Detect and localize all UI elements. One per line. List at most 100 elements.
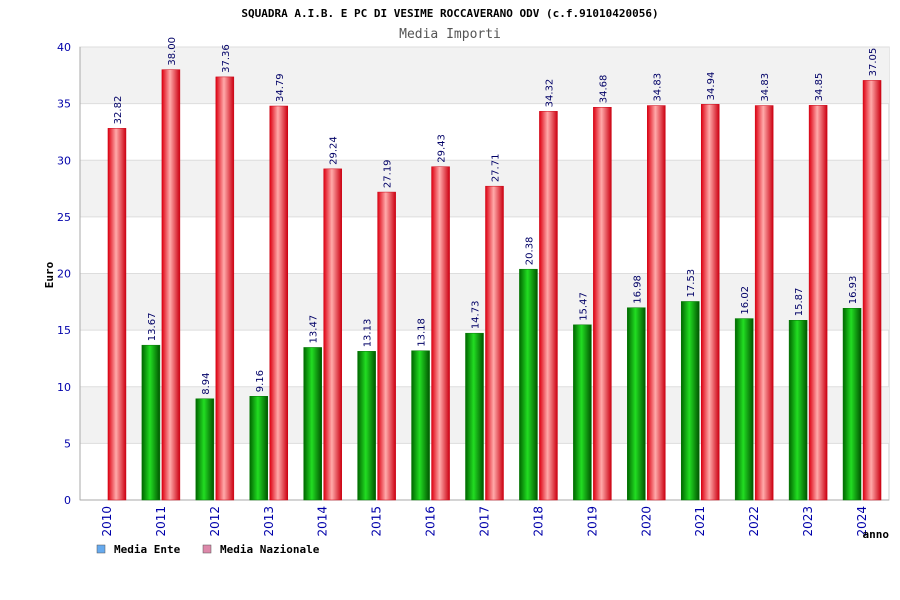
y-tick-label: 40 — [57, 41, 71, 54]
x-tick-label: 2021 — [693, 506, 707, 537]
y-tick-label: 0 — [64, 494, 71, 507]
bar-media-nazionale-2014 — [323, 168, 342, 501]
value-label: 27.71 — [491, 154, 502, 183]
bars — [107, 69, 882, 501]
bar-media-nazionale-2018 — [539, 111, 558, 501]
value-label: 8.94 — [201, 372, 212, 394]
value-label: 13.13 — [363, 319, 374, 348]
y-tick-label: 20 — [57, 268, 71, 281]
y-tick-label: 5 — [64, 437, 71, 450]
value-label: 15.87 — [794, 288, 805, 317]
value-label: 34.83 — [760, 73, 771, 102]
x-tick-label: 2019 — [585, 506, 599, 537]
x-tick-label: 2012 — [208, 506, 222, 537]
value-label: 15.47 — [578, 292, 589, 321]
value-label: 17.53 — [686, 269, 697, 298]
legend-swatch-media-nazionale — [202, 544, 212, 554]
bar-media-nazionale-2024 — [862, 80, 882, 501]
bar-media-ente-2011 — [141, 344, 161, 501]
bar-media-ente-2013 — [249, 396, 269, 501]
value-label: 34.94 — [706, 72, 717, 101]
x-tick-label: 2011 — [154, 506, 168, 537]
y-tick-label: 30 — [57, 154, 71, 167]
y-tick-label: 35 — [57, 98, 71, 111]
bar-media-ente-2024 — [842, 308, 862, 501]
bar-media-nazionale-2019 — [593, 106, 612, 501]
x-axis-label: anno — [863, 528, 890, 541]
legend-label-media-ente: Media Ente — [114, 543, 181, 556]
grid-band — [80, 386, 889, 444]
value-label: 37.05 — [868, 48, 879, 77]
grid-band — [80, 160, 889, 217]
value-label: 34.68 — [598, 75, 609, 104]
value-label: 34.32 — [544, 79, 555, 108]
bar-media-ente-2014 — [303, 347, 322, 501]
value-label: 20.38 — [524, 237, 535, 266]
x-tick-label: 2014 — [316, 506, 330, 537]
y-axis-label: Euro — [43, 261, 56, 288]
value-label: 9.16 — [255, 370, 266, 392]
bar-media-nazionale-2015 — [377, 191, 396, 501]
chart-subtitle: Media Importi — [399, 27, 501, 42]
bar-media-ente-2023 — [788, 320, 808, 501]
value-label: 38.00 — [167, 37, 178, 66]
x-tick-label: 2015 — [370, 506, 384, 537]
bar-media-nazionale-2016 — [431, 166, 450, 501]
value-label: 13.47 — [309, 315, 320, 344]
value-label: 16.02 — [740, 286, 751, 315]
bar-media-ente-2021 — [680, 301, 700, 501]
bar-media-ente-2022 — [734, 318, 754, 501]
legend-swatch-media-ente — [96, 544, 106, 554]
bar-media-ente-2016 — [411, 350, 430, 501]
value-label: 32.82 — [113, 96, 124, 125]
value-label: 34.85 — [814, 73, 825, 102]
chart-title: SQUADRA A.I.B. E PC DI VESIME ROCCAVERAN… — [241, 7, 658, 20]
x-tick-label: 2018 — [531, 506, 545, 537]
legend-label-media-nazionale: Media Nazionale — [220, 543, 320, 556]
bar-media-nazionale-2023 — [808, 105, 828, 501]
bar-media-nazionale-2022 — [754, 105, 774, 501]
bar-media-ente-2018 — [519, 268, 538, 501]
grid-band — [80, 273, 889, 331]
value-label: 34.79 — [275, 73, 286, 102]
y-axis-ticks: 0 5 10 15 20 25 30 35 40 — [57, 41, 71, 507]
bar-media-ente-2017 — [465, 332, 484, 501]
bar-media-nazionale-2011 — [161, 69, 181, 501]
x-axis-ticks: 2010 2011 2012 2013 2014 2015 2016 2017 2018 2019… — [100, 506, 869, 537]
bar-media-nazionale-2017 — [485, 185, 504, 501]
y-tick-label: 25 — [57, 211, 71, 224]
bar-media-ente-2020 — [627, 307, 646, 501]
value-label: 16.98 — [632, 275, 643, 304]
value-label: 37.36 — [221, 44, 232, 73]
bar-media-ente-2012 — [195, 398, 215, 501]
bar-media-nazionale-2010 — [107, 128, 127, 501]
y-tick-label: 10 — [57, 381, 71, 394]
bar-media-nazionale-2020 — [647, 105, 666, 501]
x-tick-label: 2017 — [478, 506, 492, 537]
value-label: 27.19 — [383, 159, 394, 188]
value-label: 13.67 — [147, 313, 158, 342]
x-tick-label: 2024 — [855, 506, 869, 537]
bar-media-nazionale-2012 — [215, 76, 235, 501]
x-tick-label: 2016 — [424, 506, 438, 537]
value-label: 34.83 — [652, 73, 663, 102]
value-label: 13.18 — [417, 318, 428, 347]
value-label: 29.43 — [437, 134, 448, 163]
x-tick-label: 2010 — [100, 506, 114, 537]
value-labels: 32.82 13.67 38.00 8.94 37.36 9.16 34.79 13.47 29… — [113, 37, 879, 395]
value-label: 29.24 — [329, 136, 340, 165]
x-tick-label: 2020 — [639, 506, 653, 537]
x-tick-label: 2023 — [801, 506, 815, 537]
bar-media-nazionale-2013 — [269, 105, 289, 501]
grid-band — [80, 47, 889, 104]
gridlines — [79, 46, 889, 501]
legend: Media Ente Media Nazionale — [96, 543, 320, 556]
bar-media-nazionale-2021 — [700, 104, 720, 501]
y-tick-label: 15 — [57, 324, 71, 337]
value-label: 16.93 — [848, 276, 859, 305]
value-label: 14.73 — [471, 301, 482, 330]
x-tick-label: 2013 — [262, 506, 276, 537]
bar-media-ente-2015 — [357, 351, 376, 501]
x-tick-label: 2022 — [747, 506, 761, 537]
